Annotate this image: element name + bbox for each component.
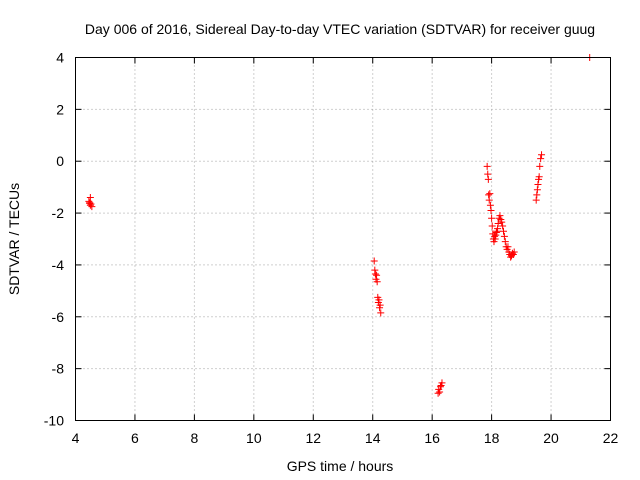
data-point — [436, 388, 444, 396]
data-point — [484, 170, 492, 178]
data-point — [498, 218, 506, 226]
data-point — [510, 248, 518, 256]
y-tick-label: 4 — [56, 50, 64, 66]
data-point — [492, 229, 500, 237]
data-point — [533, 186, 541, 194]
data-point — [371, 266, 379, 274]
data-point — [488, 214, 496, 222]
data-point — [537, 155, 545, 163]
data-point — [375, 296, 383, 304]
y-tick-label: -4 — [52, 257, 65, 273]
y-tick-label: -2 — [52, 205, 65, 221]
data-point — [536, 162, 544, 170]
data-point — [508, 249, 516, 257]
data-point — [534, 181, 542, 189]
x-tick-label: 16 — [424, 430, 440, 446]
data-point — [86, 199, 94, 207]
data-point — [434, 389, 442, 397]
data-point — [532, 196, 540, 204]
y-tick-label: -8 — [52, 361, 65, 377]
chart-title: Day 006 of 2016, Sidereal Day-to-day VTE… — [85, 21, 595, 37]
data-point — [371, 270, 379, 278]
y-tick-label: 0 — [56, 153, 64, 169]
data-point — [376, 301, 384, 309]
data-point — [370, 257, 378, 265]
data-point — [373, 278, 381, 286]
data-point — [86, 194, 94, 202]
axis-ticks — [75, 57, 611, 421]
x-tick-label: 8 — [190, 430, 198, 446]
plot-frame — [75, 57, 611, 421]
data-point — [486, 190, 494, 198]
x-tick-label: 10 — [246, 430, 262, 446]
data-point — [538, 151, 546, 159]
x-axis-label: GPS time / hours — [287, 458, 394, 474]
y-tick-label: -6 — [52, 309, 65, 325]
data-points — [85, 54, 594, 397]
x-tick-label: 22 — [603, 430, 619, 446]
data-point — [491, 235, 499, 243]
x-tick-label: 20 — [543, 430, 559, 446]
data-point — [487, 206, 495, 214]
data-point — [494, 225, 502, 233]
x-tick-label: 12 — [305, 430, 321, 446]
data-point — [485, 196, 493, 204]
x-tick-label: 14 — [365, 430, 381, 446]
y-axis-label: SDTVAR / TECUs — [6, 183, 22, 295]
data-point — [438, 379, 446, 387]
data-point — [494, 219, 502, 227]
data-point — [377, 309, 385, 317]
data-point — [484, 175, 492, 183]
y-tick-label: -10 — [44, 413, 64, 429]
x-tick-label: 18 — [484, 430, 500, 446]
data-point — [500, 232, 508, 240]
tick-labels: 4 6 8 10 12 14 16 18 20 22 -10 -8 -6 -4 -2 0 2 4 — [44, 50, 619, 447]
data-point — [499, 222, 507, 230]
y-tick-label: 2 — [56, 101, 64, 117]
x-tick-label: 6 — [131, 430, 139, 446]
data-point — [504, 243, 512, 251]
data-point — [485, 191, 493, 199]
data-point — [88, 203, 96, 211]
data-point — [436, 383, 444, 391]
data-point — [483, 162, 491, 170]
data-point — [486, 201, 494, 209]
data-point — [533, 191, 541, 199]
data-point — [488, 222, 496, 230]
data-point — [496, 212, 504, 220]
gridlines — [75, 57, 611, 421]
data-point — [501, 238, 509, 246]
data-point — [500, 227, 507, 235]
data-point — [373, 271, 381, 279]
x-tick-label: 4 — [72, 430, 80, 446]
data-point — [535, 173, 543, 181]
